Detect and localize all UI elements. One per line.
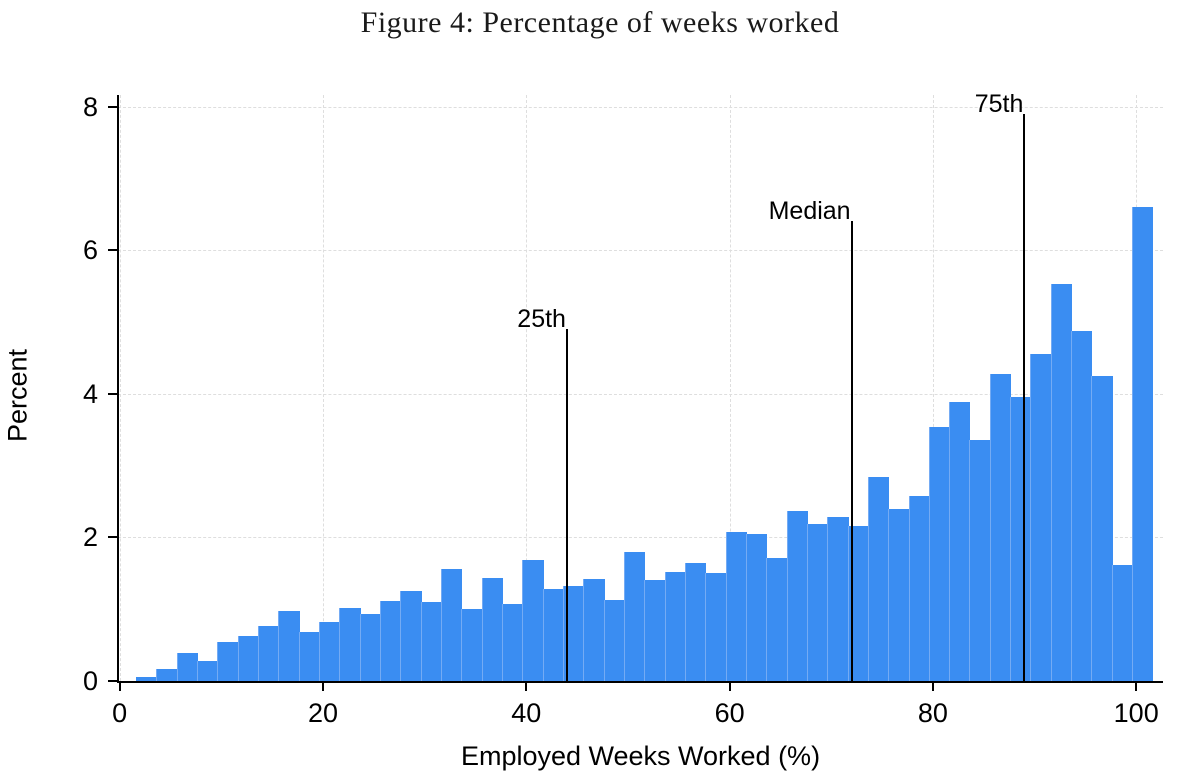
histogram-bar <box>420 602 442 681</box>
figure-title: Figure 4: Percentage of weeks worked <box>360 6 840 39</box>
y-tick-mark <box>108 680 118 682</box>
histogram-bar <box>359 614 381 681</box>
histogram-bar <box>1132 207 1154 681</box>
h-gridline <box>118 106 1163 108</box>
histogram-bar <box>1091 375 1113 681</box>
x-tick-mark <box>322 681 324 691</box>
y-tick-label: 8 <box>82 91 98 122</box>
histogram-bar <box>949 401 971 681</box>
histogram-bar <box>379 601 402 681</box>
histogram-bar <box>644 579 666 681</box>
percentile-label-median: Median <box>768 197 851 226</box>
histogram-bar <box>583 579 605 681</box>
y-tick-label: 4 <box>82 378 98 409</box>
histogram-bar <box>298 632 320 681</box>
histogram-bar <box>1010 396 1032 681</box>
x-tick-label: 60 <box>714 698 745 728</box>
histogram-bar <box>156 668 178 681</box>
percentile-label-25th: 25th <box>517 305 566 334</box>
percentile-line-median <box>850 221 853 681</box>
h-gridline <box>118 537 1163 539</box>
x-tick-label: 20 <box>307 698 339 728</box>
histogram-bar <box>237 636 259 681</box>
histogram-bar <box>623 551 646 681</box>
histogram-bar <box>400 590 422 681</box>
histogram-bar <box>827 517 849 681</box>
v-gridline <box>323 95 324 681</box>
x-tick-mark <box>728 681 731 691</box>
histogram-bar <box>278 611 300 681</box>
histogram-bar <box>135 677 157 681</box>
histogram-bar <box>786 510 808 681</box>
histogram-bar <box>481 577 503 681</box>
x-tick-mark <box>931 681 934 691</box>
histogram-bar <box>664 571 686 681</box>
histogram-bar <box>339 608 361 681</box>
histogram-bar <box>522 559 544 681</box>
y-tick-label: 2 <box>82 522 98 553</box>
histogram-bar <box>196 660 219 681</box>
x-tick-label: 100 <box>1113 698 1159 728</box>
x-tick-label: 80 <box>917 698 948 728</box>
histogram-bar <box>542 589 564 681</box>
histogram-bar <box>562 586 585 681</box>
histogram-bar <box>318 622 341 681</box>
histogram-bar <box>1050 283 1073 681</box>
v-gridline <box>119 95 121 681</box>
x-axis-title: Employed Weeks Worked (%) <box>460 741 821 771</box>
v-gridline <box>932 95 934 681</box>
histogram-bar <box>1071 331 1093 681</box>
histogram-bar <box>888 509 910 681</box>
h-gridline <box>118 393 1163 395</box>
y-tick-mark <box>108 249 118 252</box>
histogram-bar <box>257 626 280 681</box>
y-tick-label: 0 <box>82 666 98 696</box>
histogram-bar <box>1111 564 1134 681</box>
histogram-bar <box>440 568 463 681</box>
histogram-bar <box>969 439 991 681</box>
histogram-bar <box>603 599 625 681</box>
histogram-bar <box>501 604 524 681</box>
x-tick-label: 0 <box>112 698 128 728</box>
histogram-bar <box>1030 354 1052 681</box>
y-tick-mark <box>108 392 118 395</box>
y-tick-label: 6 <box>82 235 98 266</box>
histogram-bar <box>867 477 890 681</box>
histogram-bar <box>217 641 239 681</box>
percentile-label-75th: 75th <box>974 89 1024 118</box>
y-tick-mark <box>108 536 118 539</box>
y-tick-mark <box>108 105 118 108</box>
x-tick-mark <box>1135 681 1138 691</box>
histogram-bar <box>725 532 747 681</box>
x-tick-mark <box>525 681 528 691</box>
histogram-bar <box>705 572 727 681</box>
histogram-bar <box>806 523 829 681</box>
histogram-bar <box>684 563 707 681</box>
histogram-bar <box>908 495 930 681</box>
y-axis-line <box>117 95 119 683</box>
histogram-bar <box>847 525 869 681</box>
h-gridline <box>118 250 1163 252</box>
y-axis-title: Percent <box>2 348 33 443</box>
histogram-bar <box>766 558 788 681</box>
histogram-bar <box>989 374 1012 681</box>
v-gridline <box>729 95 731 681</box>
percentile-line-25th <box>565 329 568 681</box>
x-tick-mark <box>118 681 121 691</box>
percentile-line-75th <box>1023 113 1026 681</box>
histogram-bar <box>176 652 198 681</box>
v-gridline <box>526 95 528 681</box>
x-tick-label: 40 <box>511 698 542 728</box>
histogram-bar <box>461 609 483 681</box>
x-axis-line <box>117 681 1163 683</box>
histogram-bar <box>928 426 951 681</box>
histogram-bar <box>745 533 768 681</box>
